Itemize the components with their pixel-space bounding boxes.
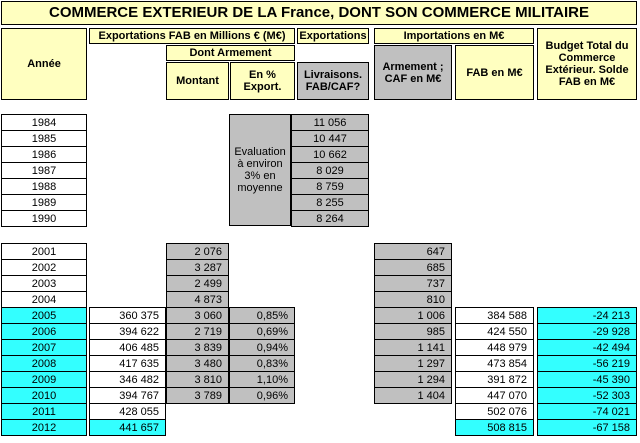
year-cell: 2003 [1, 275, 87, 292]
solde-cell: -56 219 [537, 355, 637, 372]
header-montant: Montant [166, 62, 229, 100]
montant-cell: 3 810 [166, 371, 229, 388]
exports-cell: 428 055 [89, 403, 166, 420]
header-fab-import: FAB en M€ [455, 45, 534, 100]
montant-cell: 3 789 [166, 387, 229, 404]
header-annee: Année [1, 28, 87, 100]
year-cell: 2008 [1, 355, 87, 372]
evaluation-note: Evaluation à environ 3% en moyenne [229, 114, 291, 226]
year-cell: 2009 [1, 371, 87, 388]
pct-export-cell: 0,69% [229, 323, 295, 340]
exports-cell: 394 622 [89, 323, 166, 340]
fab-import-cell: 391 872 [455, 371, 534, 388]
pct-export-cell: 0,94% [229, 339, 295, 356]
montant-cell: 4 873 [166, 291, 229, 308]
fab-import-cell: 473 854 [455, 355, 534, 372]
exports-cell: 406 485 [89, 339, 166, 356]
header-livraisons: Livraisons. FAB/CAF? [297, 62, 369, 100]
armement-import-cell: 810 [374, 291, 452, 308]
year-cell: 1988 [1, 178, 87, 195]
armement-import-cell: 985 [374, 323, 452, 340]
exports-cell: 346 482 [89, 371, 166, 388]
livraisons-cell: 8 255 [291, 194, 369, 211]
header-importations: Importations en M€ [374, 28, 534, 44]
exports-cell: 441 657 [89, 419, 166, 436]
exports-cell: 394 767 [89, 387, 166, 404]
solde-cell: -52 303 [537, 387, 637, 404]
armement-import-cell: 1 006 [374, 307, 452, 324]
year-cell: 2005 [1, 307, 87, 324]
header-exportations: Exportations [297, 28, 369, 44]
year-cell: 2001 [1, 243, 87, 260]
solde-cell: -67 158 [537, 419, 637, 436]
exports-cell: 360 375 [89, 307, 166, 324]
pct-export-cell: 0,83% [229, 355, 295, 372]
header-armement-caf: Armement ; CAF en M€ [374, 45, 452, 100]
montant-cell: 2 076 [166, 243, 229, 260]
montant-cell: 3 480 [166, 355, 229, 372]
year-cell: 1985 [1, 130, 87, 147]
year-cell: 1989 [1, 194, 87, 211]
armement-import-cell: 1 404 [374, 387, 452, 404]
year-cell: 2006 [1, 323, 87, 340]
header-exportations-fab: Exportations FAB en Millions € (M€) [89, 28, 295, 44]
montant-cell: 2 499 [166, 275, 229, 292]
montant-cell: 3 287 [166, 259, 229, 276]
pct-export-cell: 0,85% [229, 307, 295, 324]
armement-import-cell: 1 141 [374, 339, 452, 356]
fab-import-cell: 508 815 [455, 419, 534, 436]
header-budget-total: Budget Total du Commerce Extérieur. Sold… [537, 28, 637, 100]
year-cell: 1986 [1, 146, 87, 163]
page-title: COMMERCE EXTERIEUR DE LA France, DONT SO… [1, 1, 637, 25]
livraisons-cell: 8 029 [291, 162, 369, 179]
year-cell: 1990 [1, 210, 87, 227]
livraisons-cell: 10 662 [291, 146, 369, 163]
armement-import-cell: 647 [374, 243, 452, 260]
armement-import-cell: 685 [374, 259, 452, 276]
year-cell: 2011 [1, 403, 87, 420]
solde-cell: -45 390 [537, 371, 637, 388]
livraisons-cell: 8 759 [291, 178, 369, 195]
livraisons-cell: 8 264 [291, 210, 369, 227]
livraisons-cell: 10 447 [291, 130, 369, 147]
livraisons-cell: 11 056 [291, 114, 369, 131]
fab-import-cell: 448 979 [455, 339, 534, 356]
fab-import-cell: 502 076 [455, 403, 534, 420]
fab-import-cell: 424 550 [455, 323, 534, 340]
solde-cell: -29 928 [537, 323, 637, 340]
armement-import-cell: 737 [374, 275, 452, 292]
armement-import-cell: 1 294 [374, 371, 452, 388]
pct-export-cell: 0,96% [229, 387, 295, 404]
year-cell: 2004 [1, 291, 87, 308]
header-pct-export: En % Export. [230, 62, 295, 100]
year-cell: 1984 [1, 114, 87, 131]
header-dont-armement: Dont Armement [166, 45, 295, 61]
montant-cell: 3 060 [166, 307, 229, 324]
solde-cell: -42 494 [537, 339, 637, 356]
year-cell: 2012 [1, 419, 87, 436]
montant-cell: 3 839 [166, 339, 229, 356]
year-cell: 1987 [1, 162, 87, 179]
montant-cell: 2 719 [166, 323, 229, 340]
pct-export-cell: 1,10% [229, 371, 295, 388]
solde-cell: -74 021 [537, 403, 637, 420]
armement-import-cell: 1 297 [374, 355, 452, 372]
exports-cell: 417 635 [89, 355, 166, 372]
fab-import-cell: 447 070 [455, 387, 534, 404]
year-cell: 2010 [1, 387, 87, 404]
year-cell: 2002 [1, 259, 87, 276]
year-cell: 2007 [1, 339, 87, 356]
fab-import-cell: 384 588 [455, 307, 534, 324]
solde-cell: -24 213 [537, 307, 637, 324]
